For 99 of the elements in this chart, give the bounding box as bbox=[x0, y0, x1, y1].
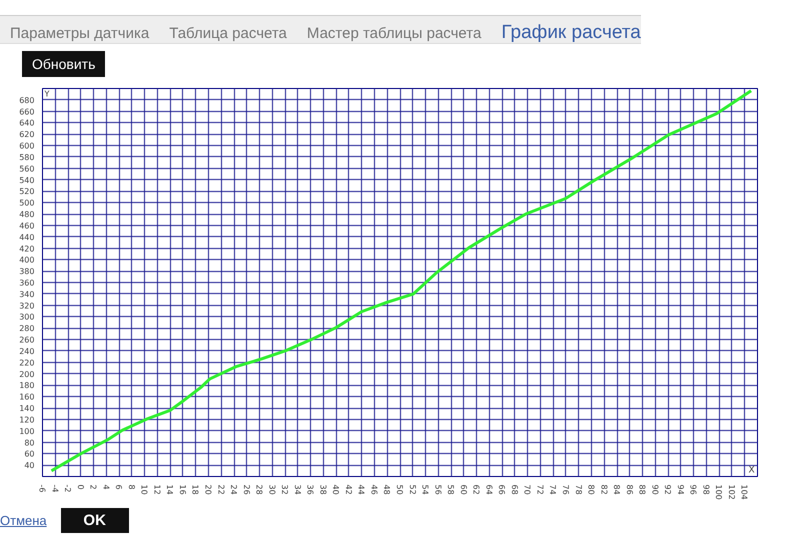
text: Мастер таблицы расчета bbox=[306, 25, 482, 42]
x-tick-label: 78 bbox=[574, 484, 583, 495]
y-tick-label: 680 bbox=[19, 96, 35, 105]
y-tick-label: 620 bbox=[19, 130, 35, 140]
x-tick-label: 74 bbox=[548, 484, 558, 495]
y-tick-label: 640 bbox=[19, 118, 35, 128]
x-tick-label: 48 bbox=[382, 484, 392, 495]
y-tick-label: 500 bbox=[19, 198, 35, 208]
x-axis-title: X bbox=[748, 466, 755, 476]
x-tick-label: 24 bbox=[229, 484, 238, 495]
x-tick-label: 42 bbox=[344, 484, 353, 495]
y-tick-label: 60 bbox=[24, 450, 35, 459]
x-tick-label: 2 bbox=[88, 484, 98, 490]
y-tick-label: 40 bbox=[24, 461, 35, 470]
y-tick-label: 160 bbox=[19, 392, 35, 402]
text: Отмена bbox=[0, 513, 47, 528]
x-tick-label: 14 bbox=[165, 484, 174, 495]
x-tick-label: -4 bbox=[50, 484, 60, 492]
y-tick-label: 220 bbox=[19, 358, 35, 368]
y-tick-label: 340 bbox=[19, 290, 35, 299]
y-tick-label: 380 bbox=[19, 267, 35, 276]
x-tick-label: 34 bbox=[292, 484, 302, 495]
y-tick-label: 660 bbox=[19, 107, 35, 116]
x-tick-label: 96 bbox=[688, 484, 698, 495]
x-tick-label: 62 bbox=[472, 484, 481, 495]
x-tick-label: 60 bbox=[458, 484, 468, 495]
y-tick-label: 180 bbox=[19, 381, 35, 390]
y-tick-label: 200 bbox=[19, 370, 35, 379]
x-tick-label: 104 bbox=[740, 484, 749, 500]
x-tick-label: 22 bbox=[216, 484, 226, 495]
y-tick-label: 580 bbox=[19, 152, 35, 162]
text: OK bbox=[60, 508, 129, 534]
x-tick-label: 20 bbox=[203, 484, 212, 495]
x-tick-label: 82 bbox=[599, 484, 608, 495]
x-tick-label: 102 bbox=[726, 484, 736, 500]
x-tick-label: 100 bbox=[714, 484, 724, 500]
y-tick-label: 120 bbox=[19, 415, 35, 424]
y-tick-label: 80 bbox=[24, 438, 35, 448]
y-tick-label: 440 bbox=[19, 232, 35, 242]
x-tick-label: 6 bbox=[114, 484, 124, 490]
y-tick-label: 360 bbox=[19, 278, 35, 288]
x-tick-label: 36 bbox=[306, 484, 315, 495]
y-tick-label: 260 bbox=[19, 336, 35, 345]
y-axis-title: Y bbox=[44, 90, 50, 98]
y-tick-label: 140 bbox=[19, 404, 35, 414]
x-tick-label: 88 bbox=[638, 484, 647, 495]
x-tick-label: 28 bbox=[254, 484, 264, 495]
y-tick-label: 460 bbox=[19, 221, 35, 230]
x-tick-label: 18 bbox=[190, 484, 200, 495]
y-tick-label: 320 bbox=[19, 301, 35, 310]
x-tick-label: 92 bbox=[663, 484, 672, 495]
x-tick-label: -6 bbox=[38, 484, 46, 492]
x-tick-label: 84 bbox=[612, 484, 622, 495]
x-tick-label: 56 bbox=[433, 484, 442, 495]
x-tick-label: 50 bbox=[395, 484, 404, 495]
x-tick-label: 26 bbox=[242, 484, 251, 495]
x-tick-label: 80 bbox=[586, 484, 596, 495]
x-tick-label: 66 bbox=[497, 484, 506, 495]
x-tick-label: 30 bbox=[267, 484, 276, 495]
x-tick-label: 46 bbox=[369, 484, 378, 495]
y-tick-label: 400 bbox=[19, 256, 35, 265]
line-series bbox=[50, 89, 753, 472]
y-tick-label: 600 bbox=[19, 142, 35, 151]
y-tick-label: 480 bbox=[19, 210, 35, 220]
x-tick-label: 10 bbox=[140, 484, 149, 495]
y-tick-label: 240 bbox=[19, 346, 35, 356]
x-tick-label: 40 bbox=[331, 484, 340, 495]
y-tick-label: 420 bbox=[19, 244, 35, 254]
x-tick-label: 90 bbox=[650, 484, 660, 495]
x-tick-label: 58 bbox=[446, 484, 456, 495]
x-tick-label: 8 bbox=[126, 484, 136, 490]
y-tick-label: 520 bbox=[19, 187, 35, 196]
x-tick-label: 98 bbox=[701, 484, 710, 495]
x-tick-label: 12 bbox=[152, 484, 162, 495]
x-tick-label: 54 bbox=[420, 484, 430, 495]
x-tick-label: 32 bbox=[280, 484, 290, 495]
x-tick-label: 68 bbox=[510, 484, 519, 495]
text: Таблица расчета bbox=[169, 25, 287, 42]
y-tick-label: 280 bbox=[19, 324, 35, 334]
chart-title: График расчета bbox=[501, 22, 641, 43]
y-tick-label: 560 bbox=[19, 164, 35, 174]
x-tick-label: 38 bbox=[318, 484, 328, 495]
y-tick-label: 300 bbox=[19, 312, 35, 322]
x-tick-label: -2 bbox=[63, 484, 72, 492]
x-tick-label: 64 bbox=[484, 484, 494, 495]
x-tick-label: 44 bbox=[356, 484, 366, 495]
y-tick-label: 540 bbox=[19, 176, 35, 185]
x-tick-label: 0 bbox=[76, 484, 85, 490]
text: Параметры датчика bbox=[10, 25, 150, 42]
x-tick-label: 4 bbox=[101, 484, 110, 490]
x-tick-label: 16 bbox=[178, 484, 187, 495]
x-tick-label: 72 bbox=[535, 484, 544, 495]
x-tick-label: 52 bbox=[408, 484, 417, 495]
x-tick-label: 94 bbox=[676, 484, 685, 495]
x-tick-label: 76 bbox=[560, 484, 570, 495]
y-tick-label: 100 bbox=[19, 426, 35, 436]
x-tick-label: 86 bbox=[624, 484, 634, 495]
x-tick-label: 70 bbox=[522, 484, 532, 495]
text: Обновить bbox=[22, 51, 106, 77]
